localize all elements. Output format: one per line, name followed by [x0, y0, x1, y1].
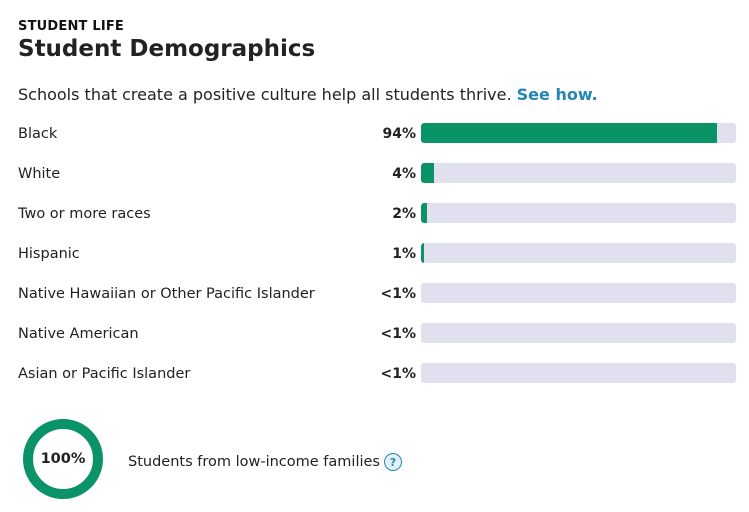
demographic-bar-fill [421, 243, 425, 263]
low-income-stat: 100% Students from low-income families ? [22, 418, 722, 502]
page-title: Student Demographics [18, 36, 316, 62]
demographic-percent: 94% [382, 126, 416, 142]
low-income-label: Students from low-income families [128, 454, 380, 470]
low-income-ring [23, 419, 103, 499]
low-income-percent: 100% [40, 451, 86, 467]
question-mark-icon[interactable]: ? [383, 453, 402, 471]
demographic-row-native-american: Native American <1% [0, 312, 749, 352]
demographic-row-white: White 4% [0, 152, 749, 192]
demographic-label: Two or more races [18, 206, 151, 222]
section-eyebrow: STUDENT LIFE [18, 19, 125, 34]
demographic-label: Asian or Pacific Islander [18, 366, 191, 382]
demographic-bar-fill [421, 203, 428, 223]
ring-fill [23, 419, 103, 499]
intro-text: Schools that create a positive culture h… [18, 85, 598, 104]
demographics-list: Black 94% White 4% Two or more races 2% … [0, 112, 749, 392]
demographic-percent: 1% [392, 246, 416, 262]
demographic-percent: <1% [380, 326, 417, 342]
demographic-bar-track [421, 323, 736, 343]
demographic-row-native-hawaiian: Native Hawaiian or Other Pacific Islande… [0, 272, 749, 312]
demographic-label: Black [18, 126, 58, 142]
demographic-label: Hispanic [18, 246, 80, 262]
demographic-bar-track [421, 123, 736, 143]
demographic-row-black: Black 94% [0, 112, 749, 152]
demographic-label: White [18, 166, 61, 182]
demographic-bar-track [421, 163, 736, 183]
demographic-row-two-or-more: Two or more races 2% [0, 192, 749, 232]
demographic-bar-track [421, 243, 736, 263]
demographic-bar-track [421, 363, 736, 383]
demographic-label: Native Hawaiian or Other Pacific Islande… [18, 286, 315, 302]
intro-text-body: Schools that create a positive culture h… [18, 85, 512, 104]
demographic-percent: <1% [380, 286, 417, 302]
see-how-link[interactable]: See how. [516, 85, 598, 104]
demographic-percent: 2% [392, 206, 416, 222]
demographic-bar-fill [421, 163, 434, 183]
demographic-row-hispanic: Hispanic 1% [0, 232, 749, 272]
demographic-bar-track [421, 203, 736, 223]
low-income-label-row: Students from low-income families ? [128, 453, 402, 471]
demographic-percent: 4% [392, 166, 416, 182]
demographic-percent: <1% [380, 366, 417, 382]
demographic-bar-fill [421, 123, 718, 143]
demographic-label: Native American [18, 326, 139, 342]
demographic-row-asian: Asian or Pacific Islander <1% [0, 352, 749, 392]
demographic-bar-track [421, 283, 736, 303]
